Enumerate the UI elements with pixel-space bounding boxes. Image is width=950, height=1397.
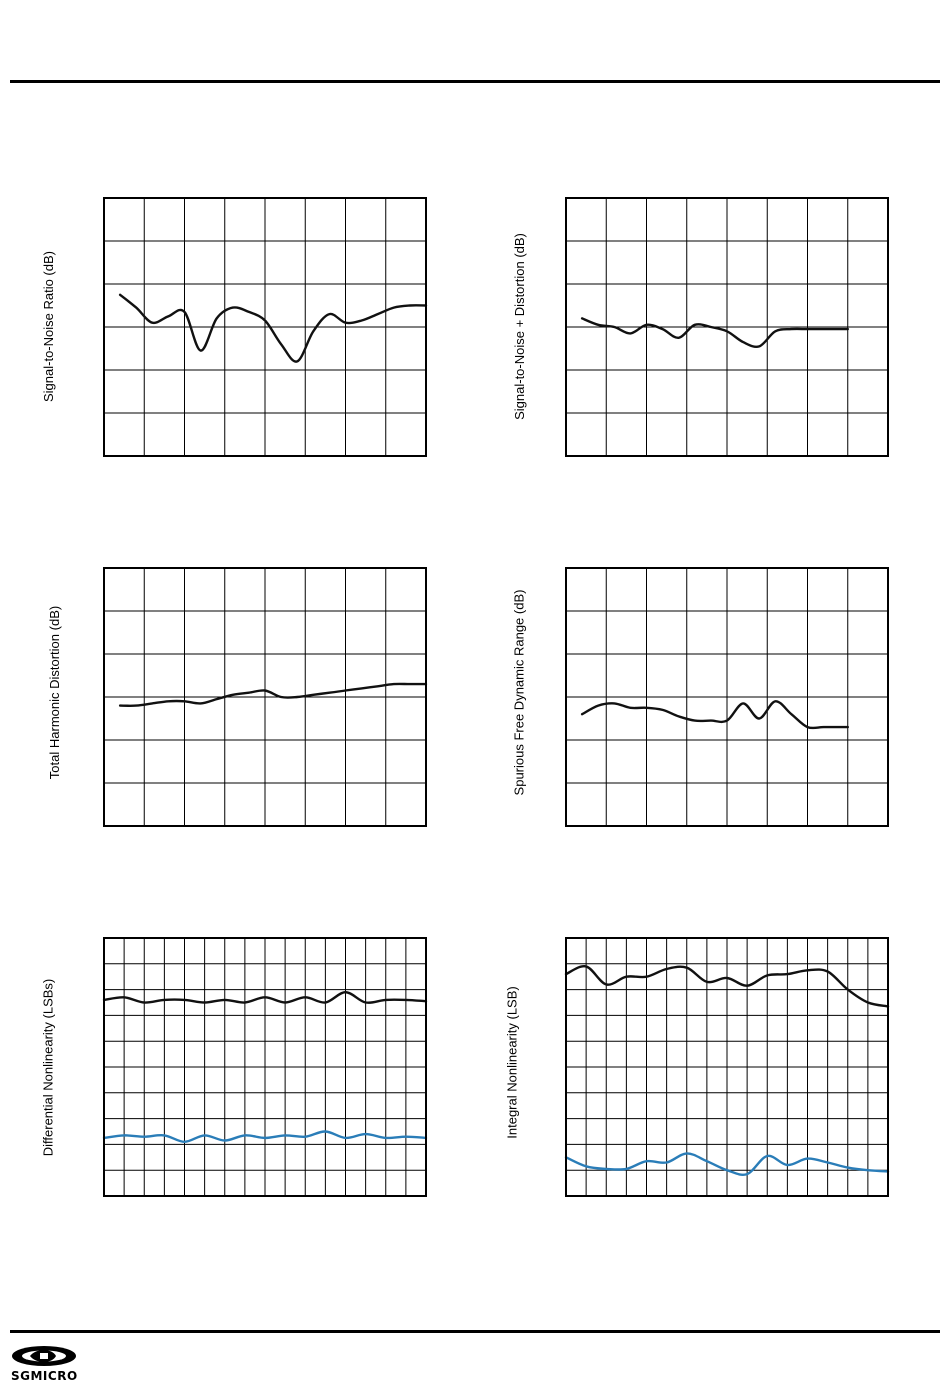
sinad-plot xyxy=(565,197,889,457)
inl-chart xyxy=(564,937,890,1197)
snr-chart xyxy=(103,197,428,457)
thd-plot xyxy=(103,567,428,827)
dnl-series-line-1 xyxy=(102,991,428,1004)
thd-ylabel: Total Harmonic Distortion (dB) xyxy=(46,605,62,779)
thd-chart xyxy=(103,567,428,827)
inl-series-line-2 xyxy=(564,1152,890,1176)
top-rule xyxy=(10,80,940,83)
snr-plot-frame xyxy=(103,197,427,457)
inl-plot xyxy=(564,937,890,1197)
bottom-rule xyxy=(10,1330,940,1333)
snr-plot xyxy=(103,197,428,457)
sinad-ylabel: Signal-to-Noise + Distortion (dB) xyxy=(511,232,527,420)
dnl-plot xyxy=(102,937,428,1197)
thd-series-line-1 xyxy=(118,682,428,707)
sfdr-series-line-1 xyxy=(580,700,849,730)
inl-plot-frame xyxy=(565,937,889,1197)
inl-grid xyxy=(566,938,888,1196)
sinad-chart xyxy=(565,197,889,457)
sfdr-plot xyxy=(565,567,889,827)
snr-grid xyxy=(104,198,426,456)
inl-series-line-1 xyxy=(564,964,890,1008)
inl-ylabel: Integral Nonlinearity (LSB) xyxy=(504,985,520,1139)
dnl-series-line-2 xyxy=(102,1130,428,1143)
thd-grid xyxy=(104,568,426,826)
dnl-grid xyxy=(104,938,426,1196)
dnl-ylabel: Differential Nonlinearity (LSBs) xyxy=(40,978,56,1156)
sfdr-grid xyxy=(566,568,888,826)
sfdr-plot-frame xyxy=(565,567,889,827)
sinad-plot-frame xyxy=(565,197,889,457)
sgmicro-logo xyxy=(12,1346,76,1366)
dnl-chart xyxy=(102,937,428,1197)
brand-wordmark: SGMICRO xyxy=(11,1369,78,1383)
snr-ylabel: Signal-to-Noise Ratio (dB) xyxy=(40,250,56,402)
sinad-series-line-1 xyxy=(580,317,849,349)
dnl-plot-frame xyxy=(103,937,427,1197)
thd-plot-frame xyxy=(103,567,427,827)
snr-series-line-1 xyxy=(118,293,428,363)
sfdr-ylabel: Spurious Free Dynamic Range (dB) xyxy=(511,589,527,795)
sfdr-chart xyxy=(565,567,889,827)
